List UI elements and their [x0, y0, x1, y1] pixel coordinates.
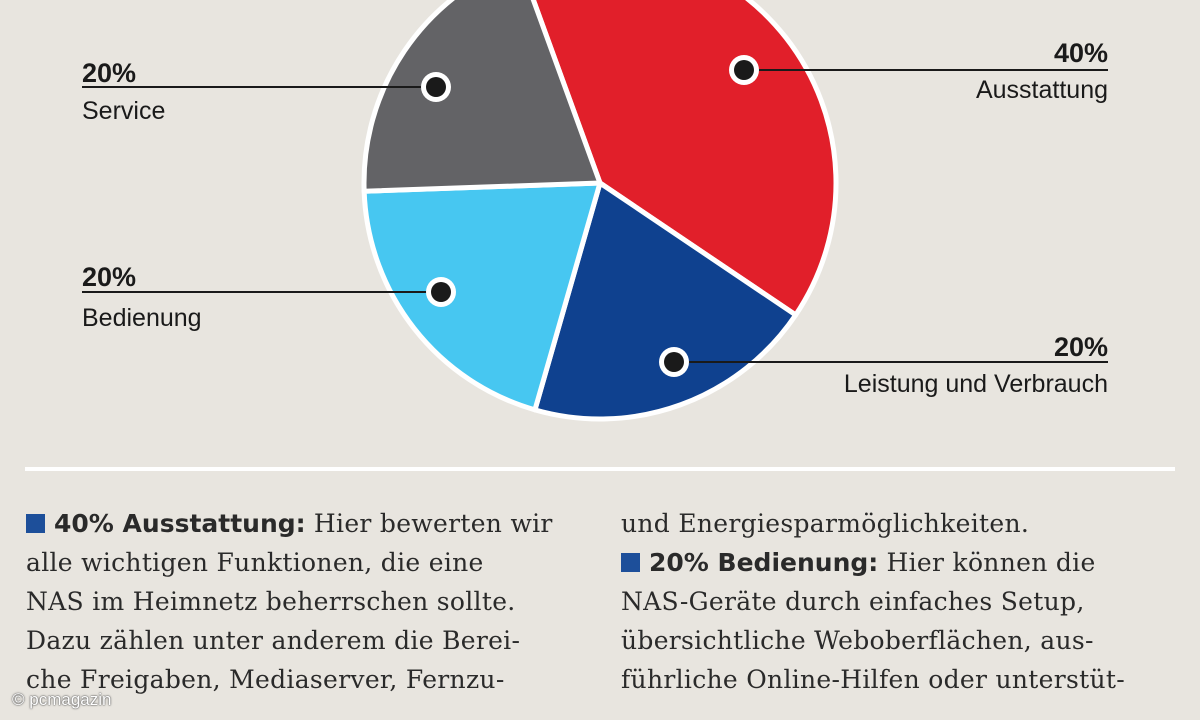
slice-name-label: Service	[82, 97, 165, 125]
leader-dot	[664, 352, 684, 372]
section-heading: 40% Ausstattung:	[54, 509, 306, 538]
slice-percent-label: 40%	[1054, 38, 1108, 68]
slice-name-label: Leistung und Verbrauch	[844, 370, 1108, 398]
pie-chart-svg: 40% Ausstattung 20% Leistung und Verbrauch 2…	[82, 0, 1108, 422]
text-column-left: 40% Ausstattung: Hier bewerten wir alle w…	[26, 504, 586, 699]
section-heading: 20% Bedienung:	[649, 548, 879, 577]
leader-dot	[426, 77, 446, 97]
text-line: NAS-Geräte durch einfaches Setup,	[621, 582, 1181, 621]
body-text: Hier können die	[878, 548, 1096, 577]
square-bullet-icon	[26, 514, 45, 533]
body-text: NAS-Geräte durch einfaches Setup,	[621, 587, 1085, 616]
body-text: führliche Online-Hilfen oder unterstüt-	[621, 665, 1125, 694]
body-text: che Freigaben, Mediaserver, Fernzu-	[26, 665, 505, 694]
text-line: Dazu zählen unter anderem die Berei-	[26, 621, 586, 660]
pie-chart: 40% Ausstattung 20% Leistung und Verbrauch 2…	[82, 0, 1108, 422]
pie-slice-service	[361, 0, 603, 194]
slice-percent-label: 20%	[82, 262, 136, 292]
body-text: übersichtliche Weboberflächen, aus-	[621, 626, 1094, 655]
text-line: 40% Ausstattung: Hier bewerten wir	[26, 504, 586, 543]
slice-percent-label: 20%	[1054, 332, 1108, 362]
square-bullet-icon	[621, 553, 640, 572]
text-line: übersichtliche Weboberflächen, aus-	[621, 621, 1181, 660]
watermark: © pcmagazin	[12, 690, 112, 709]
body-text: Dazu zählen unter anderem die Berei-	[26, 626, 521, 655]
text-line: NAS im Heimnetz beherrschen sollte.	[26, 582, 586, 621]
text-line: und Energiesparmöglichkeiten.	[621, 504, 1181, 543]
divider	[25, 467, 1175, 471]
pie-slice-ausstattung	[530, 0, 839, 318]
slice-name-label: Bedienung	[82, 304, 202, 332]
leader-dot	[734, 60, 754, 80]
slice-percent-label: 20%	[82, 58, 136, 88]
slice-name-label: Ausstattung	[976, 76, 1108, 104]
text-line: alle wichtigen Funktionen, die eine	[26, 543, 586, 582]
body-text: alle wichtigen Funktionen, die eine	[26, 548, 484, 577]
body-text: und Energiesparmöglichkeiten.	[621, 509, 1030, 538]
body-text: NAS im Heimnetz beherrschen sollte.	[26, 587, 516, 616]
body-text: Hier bewerten wir	[305, 509, 553, 538]
text-line: 20% Bedienung: Hier können die	[621, 543, 1181, 582]
text-line: che Freigaben, Mediaserver, Fernzu-	[26, 660, 586, 699]
text-line: führliche Online-Hilfen oder unterstüt-	[621, 660, 1181, 699]
pie-slice-leistung-und-verbrauch	[532, 180, 799, 422]
pie-slice-bedienung	[361, 180, 603, 413]
text-column-right: und Energiesparmöglichkeiten. 20% Bedienu…	[621, 504, 1181, 699]
leader-dot	[431, 282, 451, 302]
